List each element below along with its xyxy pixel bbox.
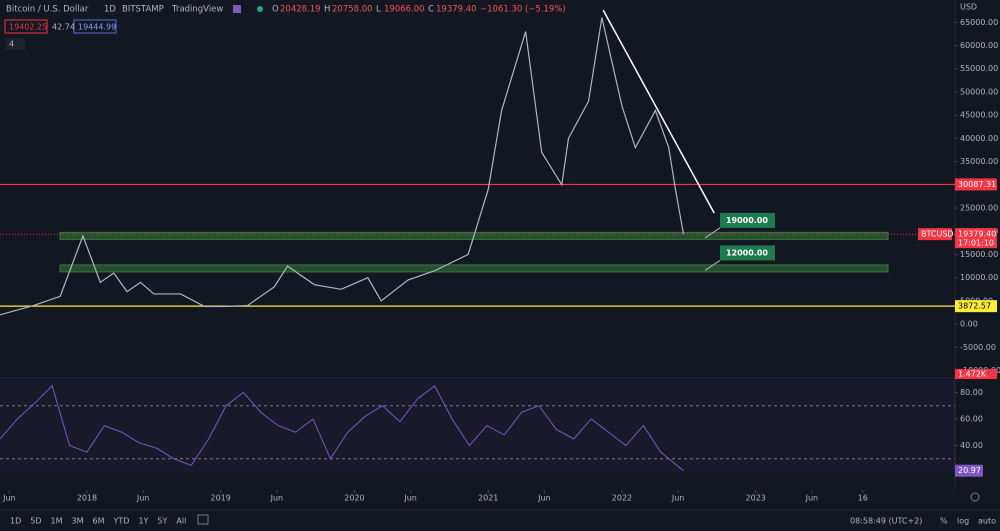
- zone-pointer: [704, 227, 721, 239]
- level-label-box: [955, 178, 997, 191]
- dynamic: 65000.00 60000.00 55000.00 50000.00 45000.00…: [0, 9, 1000, 526]
- x-tick-label: 2021: [478, 494, 498, 503]
- status-dot: [257, 6, 263, 12]
- badge: [4, 19, 48, 34]
- y-tick-label: 10000.00: [960, 273, 998, 282]
- volume-box: [955, 369, 997, 379]
- clock: 08:58:49 (UTC+2): [850, 517, 922, 526]
- ohlc-key: L: [376, 5, 381, 15]
- level-label: 30087.31: [958, 180, 996, 189]
- source: TradingView: [171, 5, 223, 15]
- y-tick-label: 60000.00: [960, 41, 998, 50]
- option-button[interactable]: log: [957, 517, 969, 526]
- range-button[interactable]: YTD: [113, 517, 130, 526]
- flag-icon[interactable]: [233, 5, 241, 13]
- rsi-value-box: [955, 464, 983, 477]
- zone-label: 12000.00: [726, 248, 768, 257]
- ohlc-value: 20758.00: [332, 5, 373, 15]
- ohlc-key: H: [324, 5, 330, 15]
- level-label: 3872.57: [958, 302, 991, 311]
- x-tick-label: 16: [858, 494, 868, 503]
- zone-label-box: [720, 245, 775, 261]
- rsi-tick-label: 60.00: [960, 414, 983, 423]
- bid: 19402.25: [9, 23, 47, 32]
- rsi-tick-label: 40.00: [960, 441, 983, 450]
- range-button[interactable]: 5D: [30, 517, 41, 526]
- x-tick-label: Jun: [403, 494, 417, 503]
- range-button[interactable]: 1M: [51, 517, 63, 526]
- x-tick-label: Jun: [2, 494, 16, 503]
- y-tick-label: 35000.00: [960, 157, 998, 166]
- y-unit: USD: [960, 3, 977, 12]
- ohlc: O 20428.19 H 20758.00 L 19066.00 C 19379.40: [272, 5, 477, 15]
- y-tick-label: 65000.00: [960, 18, 998, 27]
- y-tick-label: 50000.00: [960, 87, 998, 96]
- y-tick-label: 15000.00: [960, 250, 998, 259]
- ohlc-key: O: [272, 5, 279, 15]
- range-button[interactable]: 1D: [10, 517, 21, 526]
- x-tick-label: 2023: [746, 494, 766, 503]
- range-button[interactable]: 1Y: [138, 517, 148, 526]
- range-button[interactable]: 3M: [72, 517, 84, 526]
- exchange: BITSTAMP: [122, 5, 164, 15]
- countdown: 17:01:10: [958, 239, 994, 248]
- rsi-tick-label: 80.00: [960, 388, 983, 397]
- range-button[interactable]: 5Y: [157, 517, 167, 526]
- price-box: [955, 228, 997, 249]
- zone-pointer: [704, 259, 721, 271]
- y-tick-label: 0.00: [960, 320, 978, 329]
- ohlc-key: C: [428, 5, 434, 15]
- ohlc-value: 20428.19: [280, 5, 321, 15]
- current-price: 19379.40: [958, 230, 996, 239]
- x-tick-label: 2022: [612, 494, 632, 503]
- trendline: [602, 9, 715, 214]
- rsi-line: [0, 384, 684, 472]
- indicator-count: 4: [9, 40, 14, 49]
- x-tick-label: Jun: [671, 494, 685, 503]
- support-zone: [59, 264, 889, 273]
- x-tick-label: Jun: [136, 494, 150, 503]
- ohlc-value: 19379.40: [436, 5, 477, 15]
- interval: 1D: [104, 5, 116, 15]
- spread: 42.74: [52, 23, 75, 32]
- option-button[interactable]: auto: [978, 517, 996, 526]
- settings-icon[interactable]: [970, 492, 980, 502]
- x-tick-label: 2020: [344, 494, 364, 503]
- option-button[interactable]: %: [940, 517, 948, 526]
- y-tick-label: -5000.00: [960, 343, 996, 352]
- current-symbol: BTCUSD: [921, 230, 954, 239]
- zone-label-box: [720, 212, 775, 228]
- y-tick-label: 40000.00: [960, 134, 998, 143]
- x-tick-label: 2018: [77, 494, 97, 503]
- y-tick-label: 55000.00: [960, 64, 998, 73]
- date-range-icon[interactable]: [197, 514, 209, 525]
- level-label-box: [955, 300, 997, 313]
- symbol: Bitcoin / U.S. Dollar: [6, 5, 89, 15]
- change: −1061.30 (−5.19%): [480, 5, 566, 15]
- range-button[interactable]: All: [176, 517, 186, 526]
- ohlc-value: 19066.00: [384, 5, 425, 15]
- x-tick-label: 2019: [211, 494, 231, 503]
- x-tick-label: Jun: [805, 494, 819, 503]
- indicators-toggle[interactable]: [5, 38, 25, 50]
- symbol-box: [918, 228, 952, 241]
- x-tick-label: Jun: [537, 494, 551, 503]
- badge: [73, 19, 117, 34]
- ask: 19444.99: [78, 23, 116, 32]
- rsi-value: 20.97: [958, 466, 981, 475]
- zone-label: 19000.00: [726, 216, 768, 225]
- y-tick-label: 45000.00: [960, 111, 998, 120]
- price-line: [0, 17, 685, 316]
- y-tick-label: 25000.00: [960, 204, 998, 213]
- volume-label: 1.472K: [958, 370, 987, 379]
- range-button[interactable]: 6M: [93, 517, 105, 526]
- rsi-pane: [0, 380, 955, 472]
- x-tick-label: Jun: [270, 494, 284, 503]
